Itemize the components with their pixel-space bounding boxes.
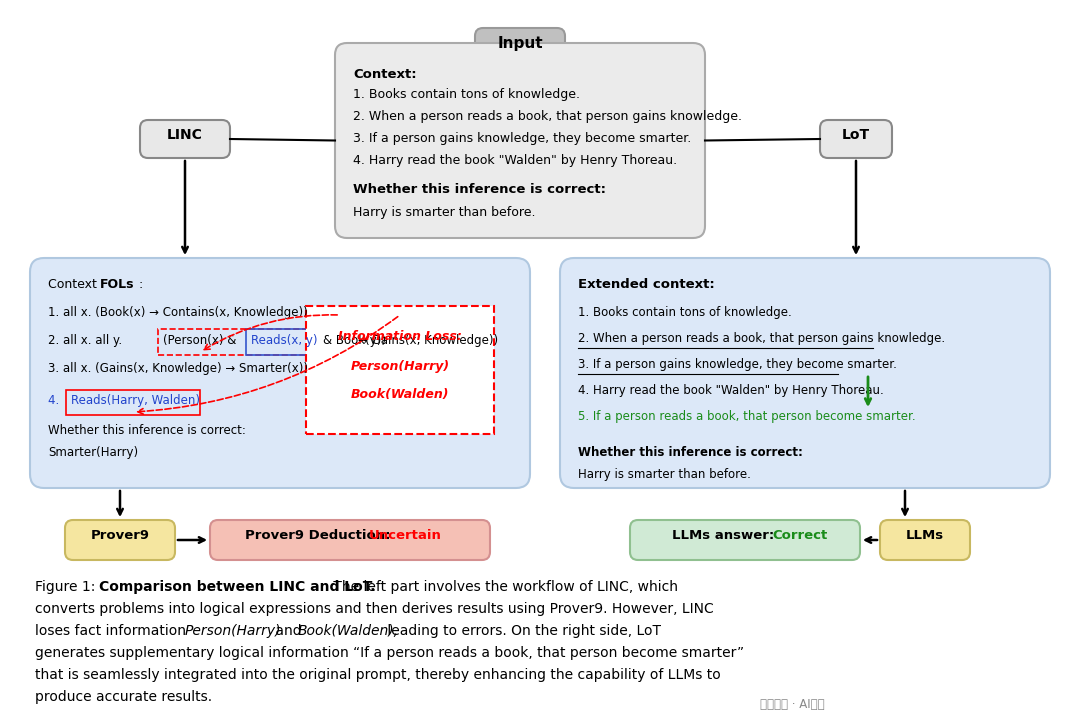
FancyBboxPatch shape [30, 258, 530, 488]
Text: LLMs answer:: LLMs answer: [672, 529, 779, 542]
Text: 4.: 4. [48, 394, 63, 407]
Text: 微公众号 · AI帝国: 微公众号 · AI帝国 [760, 698, 825, 710]
Text: Prover9: Prover9 [91, 529, 149, 542]
Text: Figure 1:: Figure 1: [35, 580, 99, 594]
Text: Prover9 Deduction:: Prover9 Deduction: [245, 529, 395, 542]
Text: LLMs: LLMs [906, 529, 944, 542]
Text: 1. Books contain tons of knowledge.: 1. Books contain tons of knowledge. [353, 88, 580, 101]
FancyBboxPatch shape [880, 520, 970, 560]
Text: 3. all x. (Gains(x, Knowledge) → Smarter(x)): 3. all x. (Gains(x, Knowledge) → Smarter… [48, 362, 308, 375]
Text: Information Loss:: Information Loss: [338, 330, 462, 343]
FancyBboxPatch shape [335, 43, 705, 238]
Text: generates supplementary logical information “If a person reads a book, that pers: generates supplementary logical informat… [35, 646, 744, 660]
Text: Whether this inference is correct:: Whether this inference is correct: [48, 424, 246, 437]
Text: Uncertain: Uncertain [368, 529, 442, 542]
FancyBboxPatch shape [65, 520, 175, 560]
Text: Reads(Harry, Walden): Reads(Harry, Walden) [71, 394, 200, 407]
Text: & Book(y)): & Book(y)) [323, 334, 386, 347]
FancyBboxPatch shape [140, 120, 230, 158]
Text: and: and [271, 624, 306, 638]
Text: Book(Walden): Book(Walden) [351, 388, 449, 401]
Text: converts problems into logical expressions and then derives results using Prover: converts problems into logical expressio… [35, 602, 714, 616]
FancyBboxPatch shape [306, 306, 494, 434]
Text: Comparison between LINC and LoT.: Comparison between LINC and LoT. [99, 580, 376, 594]
FancyBboxPatch shape [475, 28, 565, 58]
FancyBboxPatch shape [630, 520, 860, 560]
Text: Context:: Context: [353, 68, 417, 81]
Text: 2. When a person reads a book, that person gains knowledge.: 2. When a person reads a book, that pers… [578, 332, 945, 345]
Text: 5. If a person reads a book, that person become smarter.: 5. If a person reads a book, that person… [578, 410, 916, 423]
Text: (Person(x) &: (Person(x) & [163, 334, 240, 347]
Text: LoT: LoT [842, 128, 870, 142]
Text: 1. Books contain tons of knowledge.: 1. Books contain tons of knowledge. [578, 306, 792, 319]
Text: Reads(x, y): Reads(x, y) [251, 334, 318, 347]
Text: Harry is smarter than before.: Harry is smarter than before. [578, 468, 751, 481]
Text: 3. If a person gains knowledge, they become smarter.: 3. If a person gains knowledge, they bec… [353, 132, 691, 145]
Text: FOLs: FOLs [100, 278, 135, 291]
Text: 1. all x. (Book(x) → Contains(x, Knowledge)): 1. all x. (Book(x) → Contains(x, Knowled… [48, 306, 308, 319]
Text: 2. When a person reads a book, that person gains knowledge.: 2. When a person reads a book, that pers… [353, 110, 742, 123]
FancyBboxPatch shape [561, 258, 1050, 488]
Text: Input: Input [497, 36, 543, 51]
FancyBboxPatch shape [210, 520, 490, 560]
Text: Person(Harry): Person(Harry) [350, 360, 449, 373]
Text: leading to errors. On the right side, LoT: leading to errors. On the right side, Lo… [383, 624, 661, 638]
Text: LINC: LINC [167, 128, 203, 142]
Text: Harry is smarter than before.: Harry is smarter than before. [353, 206, 536, 219]
Text: → Gains(x, Knowledge)): → Gains(x, Knowledge)) [357, 334, 498, 347]
Text: 4. Harry read the book "Walden" by Henry Thoreau.: 4. Harry read the book "Walden" by Henry… [578, 384, 883, 397]
Text: Book(Walden),: Book(Walden), [298, 624, 399, 638]
Text: Whether this inference is correct:: Whether this inference is correct: [578, 446, 802, 459]
Text: The left part involves the workflow of LINC, which: The left part involves the workflow of L… [329, 580, 678, 594]
Text: Correct: Correct [772, 529, 827, 542]
Text: Whether this inference is correct:: Whether this inference is correct: [353, 183, 606, 196]
Text: Extended context:: Extended context: [578, 278, 715, 291]
Text: 2. all x. all y.: 2. all x. all y. [48, 334, 126, 347]
Text: Smarter(Harry): Smarter(Harry) [48, 446, 138, 459]
Text: loses fact information: loses fact information [35, 624, 190, 638]
Text: Context: Context [48, 278, 100, 291]
Text: 4. Harry read the book "Walden" by Henry Thoreau.: 4. Harry read the book "Walden" by Henry… [353, 154, 677, 167]
Text: produce accurate results.: produce accurate results. [35, 690, 212, 704]
FancyBboxPatch shape [820, 120, 892, 158]
Text: Person(Harry): Person(Harry) [185, 624, 282, 638]
Text: 3. If a person gains knowledge, they become smarter.: 3. If a person gains knowledge, they bec… [578, 358, 896, 371]
Text: :: : [135, 278, 144, 291]
Text: that is seamlessly integrated into the original prompt, thereby enhancing the ca: that is seamlessly integrated into the o… [35, 668, 720, 682]
